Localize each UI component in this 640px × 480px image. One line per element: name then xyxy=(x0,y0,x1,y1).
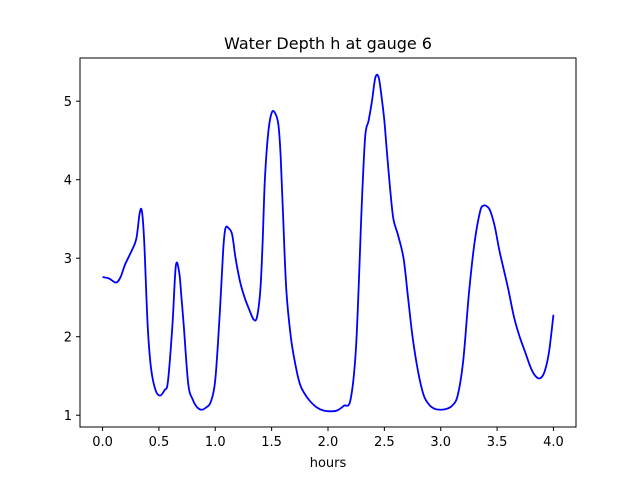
x-tick-label: 1.5 xyxy=(261,435,282,450)
y-tick-label: 1 xyxy=(64,409,72,424)
x-axis-label: hours xyxy=(310,456,347,471)
series-line xyxy=(102,73,555,413)
plot-frame xyxy=(79,57,577,428)
x-tick-label: 4.0 xyxy=(543,435,564,450)
x-tick-label: 2.5 xyxy=(374,435,395,450)
x-tick-label: 1.0 xyxy=(205,435,226,450)
y-tick-label: 5 xyxy=(64,95,72,110)
y-tick-label: 2 xyxy=(64,331,72,346)
x-tick-label: 2.0 xyxy=(318,435,339,450)
series-layer xyxy=(102,73,555,413)
x-tick-label: 3.5 xyxy=(487,435,508,450)
chart-title: Water Depth h at gauge 6 xyxy=(224,34,432,53)
plot-area xyxy=(80,58,576,427)
y-tick-label: 4 xyxy=(64,174,72,189)
x-tick-label: 0.5 xyxy=(149,435,170,450)
x-tick-label: 0.0 xyxy=(92,435,113,450)
x-tick-label: 3.0 xyxy=(430,435,451,450)
y-tick-label: 3 xyxy=(64,252,72,267)
y-axis-ticks: 1 2 3 4 5 xyxy=(64,95,80,424)
x-axis-ticks: 0.0 0.5 1.0 1.5 2.0 2.5 3.0 3.5 4.0 xyxy=(92,427,564,450)
